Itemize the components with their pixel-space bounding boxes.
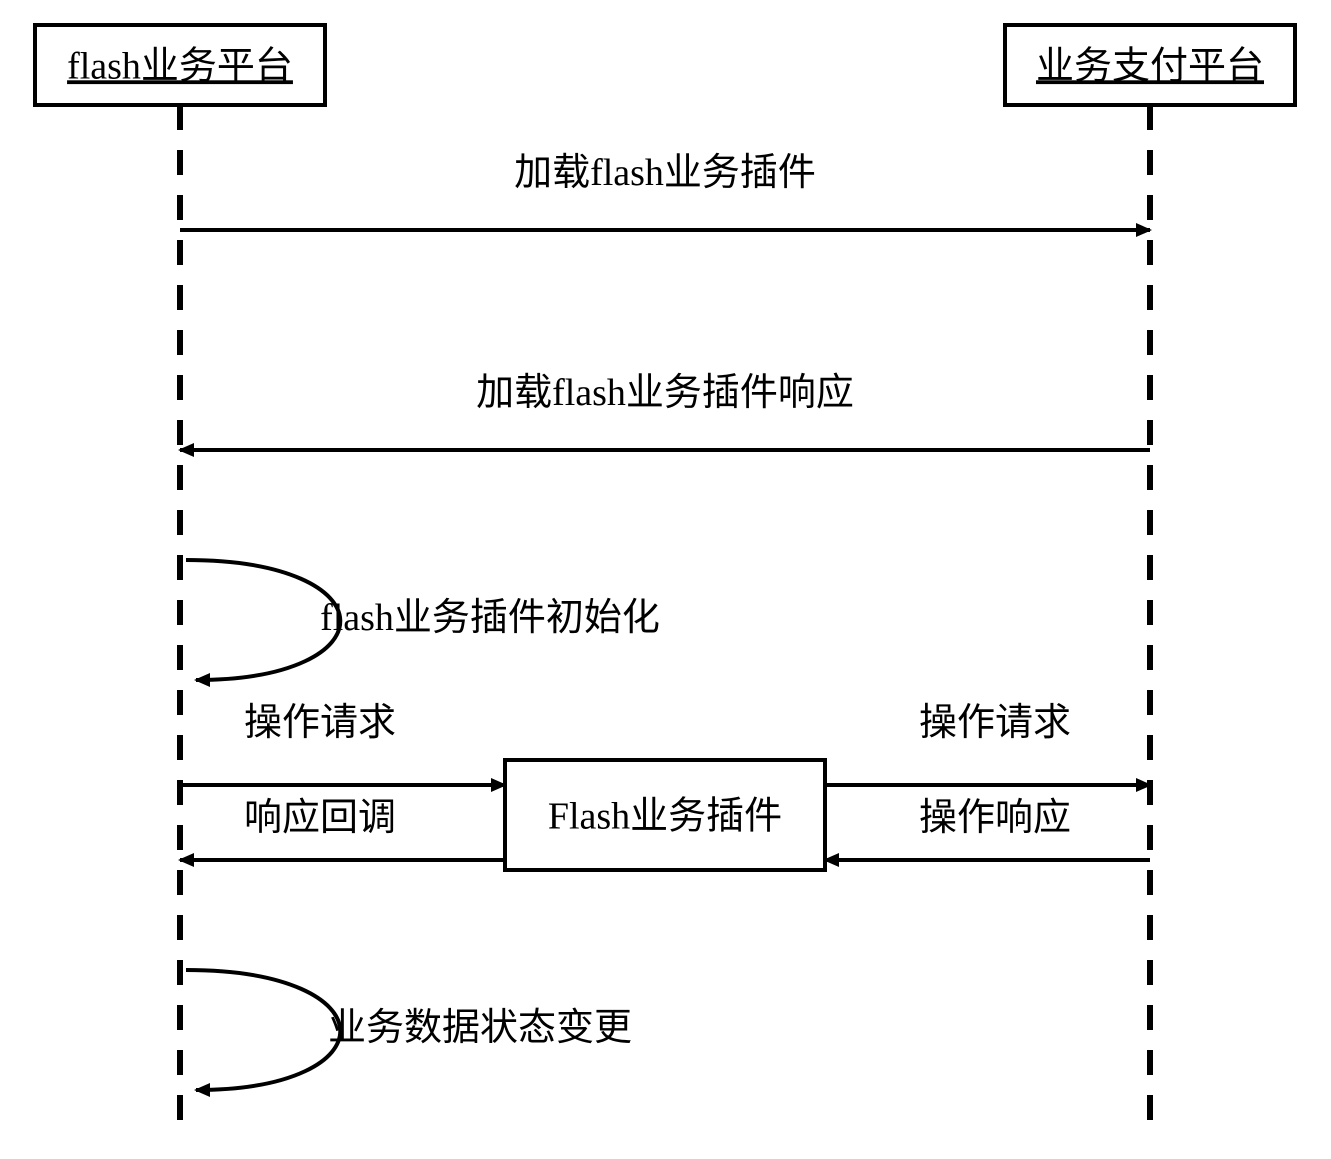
segment-label-1: 响应回调 [244, 797, 396, 839]
segment-label-2: 操作请求 [919, 702, 1071, 744]
plugin-box-label: Flash业务插件 [548, 795, 782, 837]
segment-label-3: 操作响应 [919, 797, 1071, 839]
self-loop-label-0: flash业务插件初始化 [320, 597, 660, 639]
participant-label-right: 业务支付平台 [1036, 45, 1264, 87]
self-loop-arrow-0 [186, 560, 340, 680]
message-label-1: 加载flash业务插件响应 [476, 372, 854, 414]
participant-label-left: flash业务平台 [67, 45, 293, 87]
self-loop-label-1: 业务数据状态变更 [328, 1007, 632, 1049]
self-loop-arrow-1 [186, 970, 340, 1090]
message-label-0: 加载flash业务插件 [514, 152, 816, 194]
segment-label-0: 操作请求 [244, 702, 396, 744]
